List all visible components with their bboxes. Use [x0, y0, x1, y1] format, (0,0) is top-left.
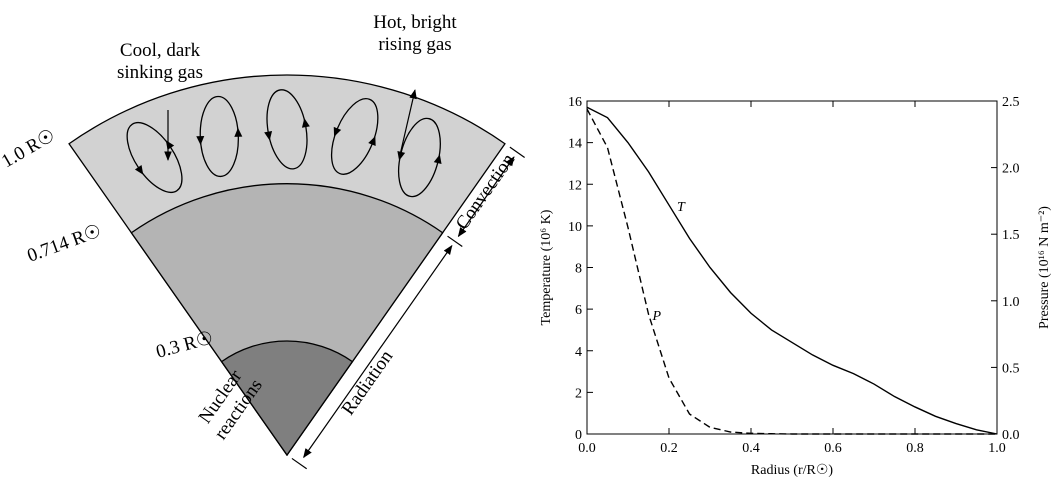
y-tick-label: 4: [575, 345, 582, 360]
y-tick-label: 6: [575, 303, 582, 318]
dimension-tick: [291, 457, 308, 470]
x-tick-label: 0.4: [742, 441, 760, 456]
label: Cool, dark sinking gas: [117, 40, 203, 83]
y-tick-label: 10: [568, 220, 582, 235]
dimension-tick: [447, 235, 463, 248]
series-label: P: [652, 309, 662, 324]
series-label: T: [677, 200, 686, 215]
y-tick-label: 14: [568, 137, 582, 152]
y2-tick-label: 0.0: [1002, 428, 1020, 443]
convection-cell: [196, 95, 243, 178]
dimension-arrow: [457, 156, 515, 238]
convection-cell: [264, 89, 310, 170]
y-tick-label: 16: [568, 95, 582, 110]
y-tick-label: 12: [568, 178, 582, 193]
radius-label: 0.714 R☉: [25, 221, 105, 267]
convection-cell: [330, 98, 379, 175]
cell-arrow: [301, 118, 310, 128]
label-line: rising gas: [378, 34, 451, 55]
y-tick-label: 0: [575, 428, 582, 443]
y2-tick-label: 1.0: [1002, 295, 1020, 310]
x-tick-label: 0.8: [906, 441, 924, 456]
label-line: Cool, dark: [120, 40, 201, 61]
y2-tick-label: 1.5: [1002, 228, 1020, 243]
x-tick-label: 0.6: [824, 441, 842, 456]
cell-arrow: [264, 130, 273, 141]
series-line: [586, 108, 997, 435]
x-axis-label: Radius (r/R☉): [751, 463, 833, 478]
cell-arrow: [134, 165, 144, 175]
cell-arrow: [234, 127, 243, 137]
y2-axis-label: Pressure (10¹⁶ N m⁻²): [1037, 206, 1052, 329]
sun-diagram: Cool, dark sinking gas Hot, bright rising g…: [0, 12, 525, 470]
y-axis-label: Temperature (10⁶ K): [539, 209, 554, 325]
y2-tick-label: 0.5: [1002, 361, 1020, 376]
dimension-tick: [509, 146, 525, 158]
radius-label: 0.3 R☉: [154, 327, 216, 362]
x-tick-label: 1.0: [988, 441, 1006, 456]
plot-frame: [586, 100, 998, 435]
cell-arrow: [333, 126, 342, 137]
radius-label: 1.0 R☉: [0, 125, 59, 172]
cell-arrow: [397, 150, 406, 161]
y2-tick-label: 2.0: [1002, 162, 1020, 177]
cell-arrow: [368, 136, 376, 146]
y-tick-label: 8: [575, 262, 582, 277]
chart: 0.0 0.2 0.4 0.6 0.8 1.0 0 2 4 6 8 10 12 14 16 0.0 0.5 1.0…: [539, 95, 1052, 478]
x-tick-label: 0.0: [578, 441, 596, 456]
label-line: Hot, bright: [373, 12, 457, 33]
cell-arrow: [196, 135, 205, 146]
dimension-arrow: [303, 244, 453, 459]
cell-arrow: [433, 154, 442, 165]
series-line: [586, 106, 998, 435]
label: Hot, bright rising gas: [373, 12, 457, 55]
pointer-arrow: [399, 89, 417, 156]
label-line: sinking gas: [117, 62, 203, 83]
x-tick-label: 0.2: [660, 441, 678, 456]
y2-tick-label: 2.5: [1002, 95, 1020, 110]
y-tick-label: 2: [575, 386, 582, 401]
